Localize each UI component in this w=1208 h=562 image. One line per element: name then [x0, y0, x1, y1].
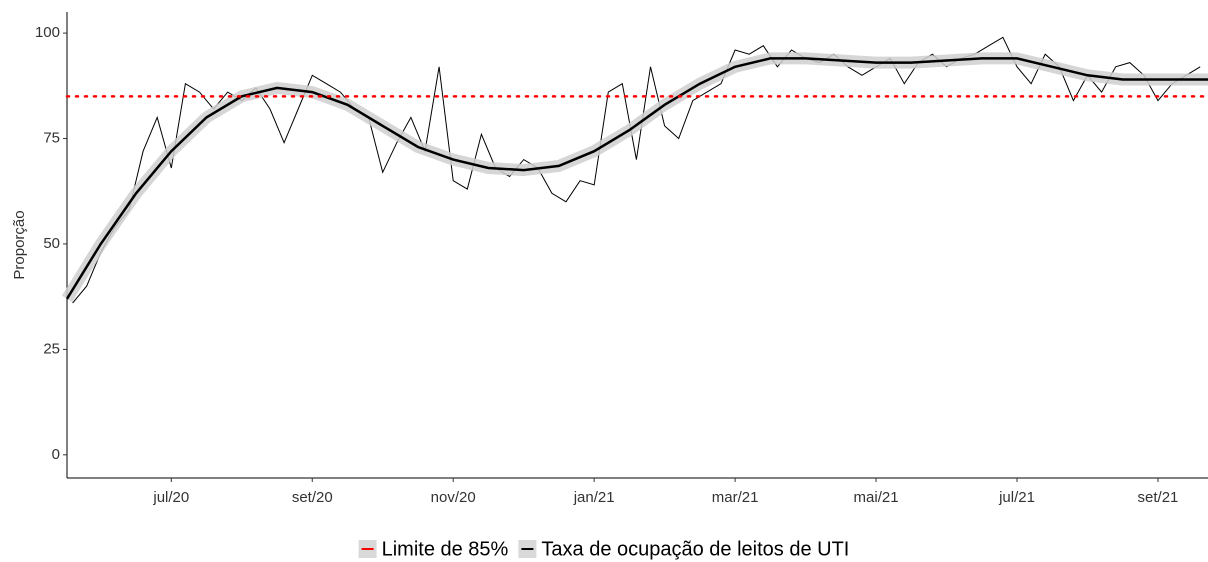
y-tick-label: 0 — [52, 446, 60, 463]
y-tick-label: 50 — [43, 235, 60, 252]
legend-item: Taxa de ocupação de leitos de UTI — [518, 538, 849, 560]
x-tick-label: mai/21 — [854, 489, 899, 506]
y-tick-label: 25 — [43, 340, 60, 357]
x-tick-label: set/21 — [1138, 489, 1179, 506]
x-tick-label: jul/20 — [152, 489, 189, 506]
legend-item: Limite de 85% — [358, 538, 509, 560]
x-tick-label: jul/21 — [998, 489, 1035, 506]
x-tick-label: jan/21 — [573, 489, 615, 506]
legend: Limite de 85% Taxa de ocupação de leitos … — [358, 538, 849, 560]
smooth-line — [65, 57, 1208, 300]
x-tick-label: set/20 — [292, 489, 333, 506]
smooth-band — [61, 52, 1208, 302]
legend-label: Taxa de ocupação de leitos de UTI — [541, 538, 849, 560]
y-axis-title: Proporção — [11, 210, 28, 279]
x-tick-label: nov/20 — [431, 489, 476, 506]
data-line — [72, 36, 1201, 304]
x-tick-label: mar/21 — [712, 489, 759, 506]
y-tick-label: 75 — [43, 129, 60, 146]
y-tick-label: 100 — [35, 24, 60, 41]
legend-label: Limite de 85% — [382, 538, 509, 560]
